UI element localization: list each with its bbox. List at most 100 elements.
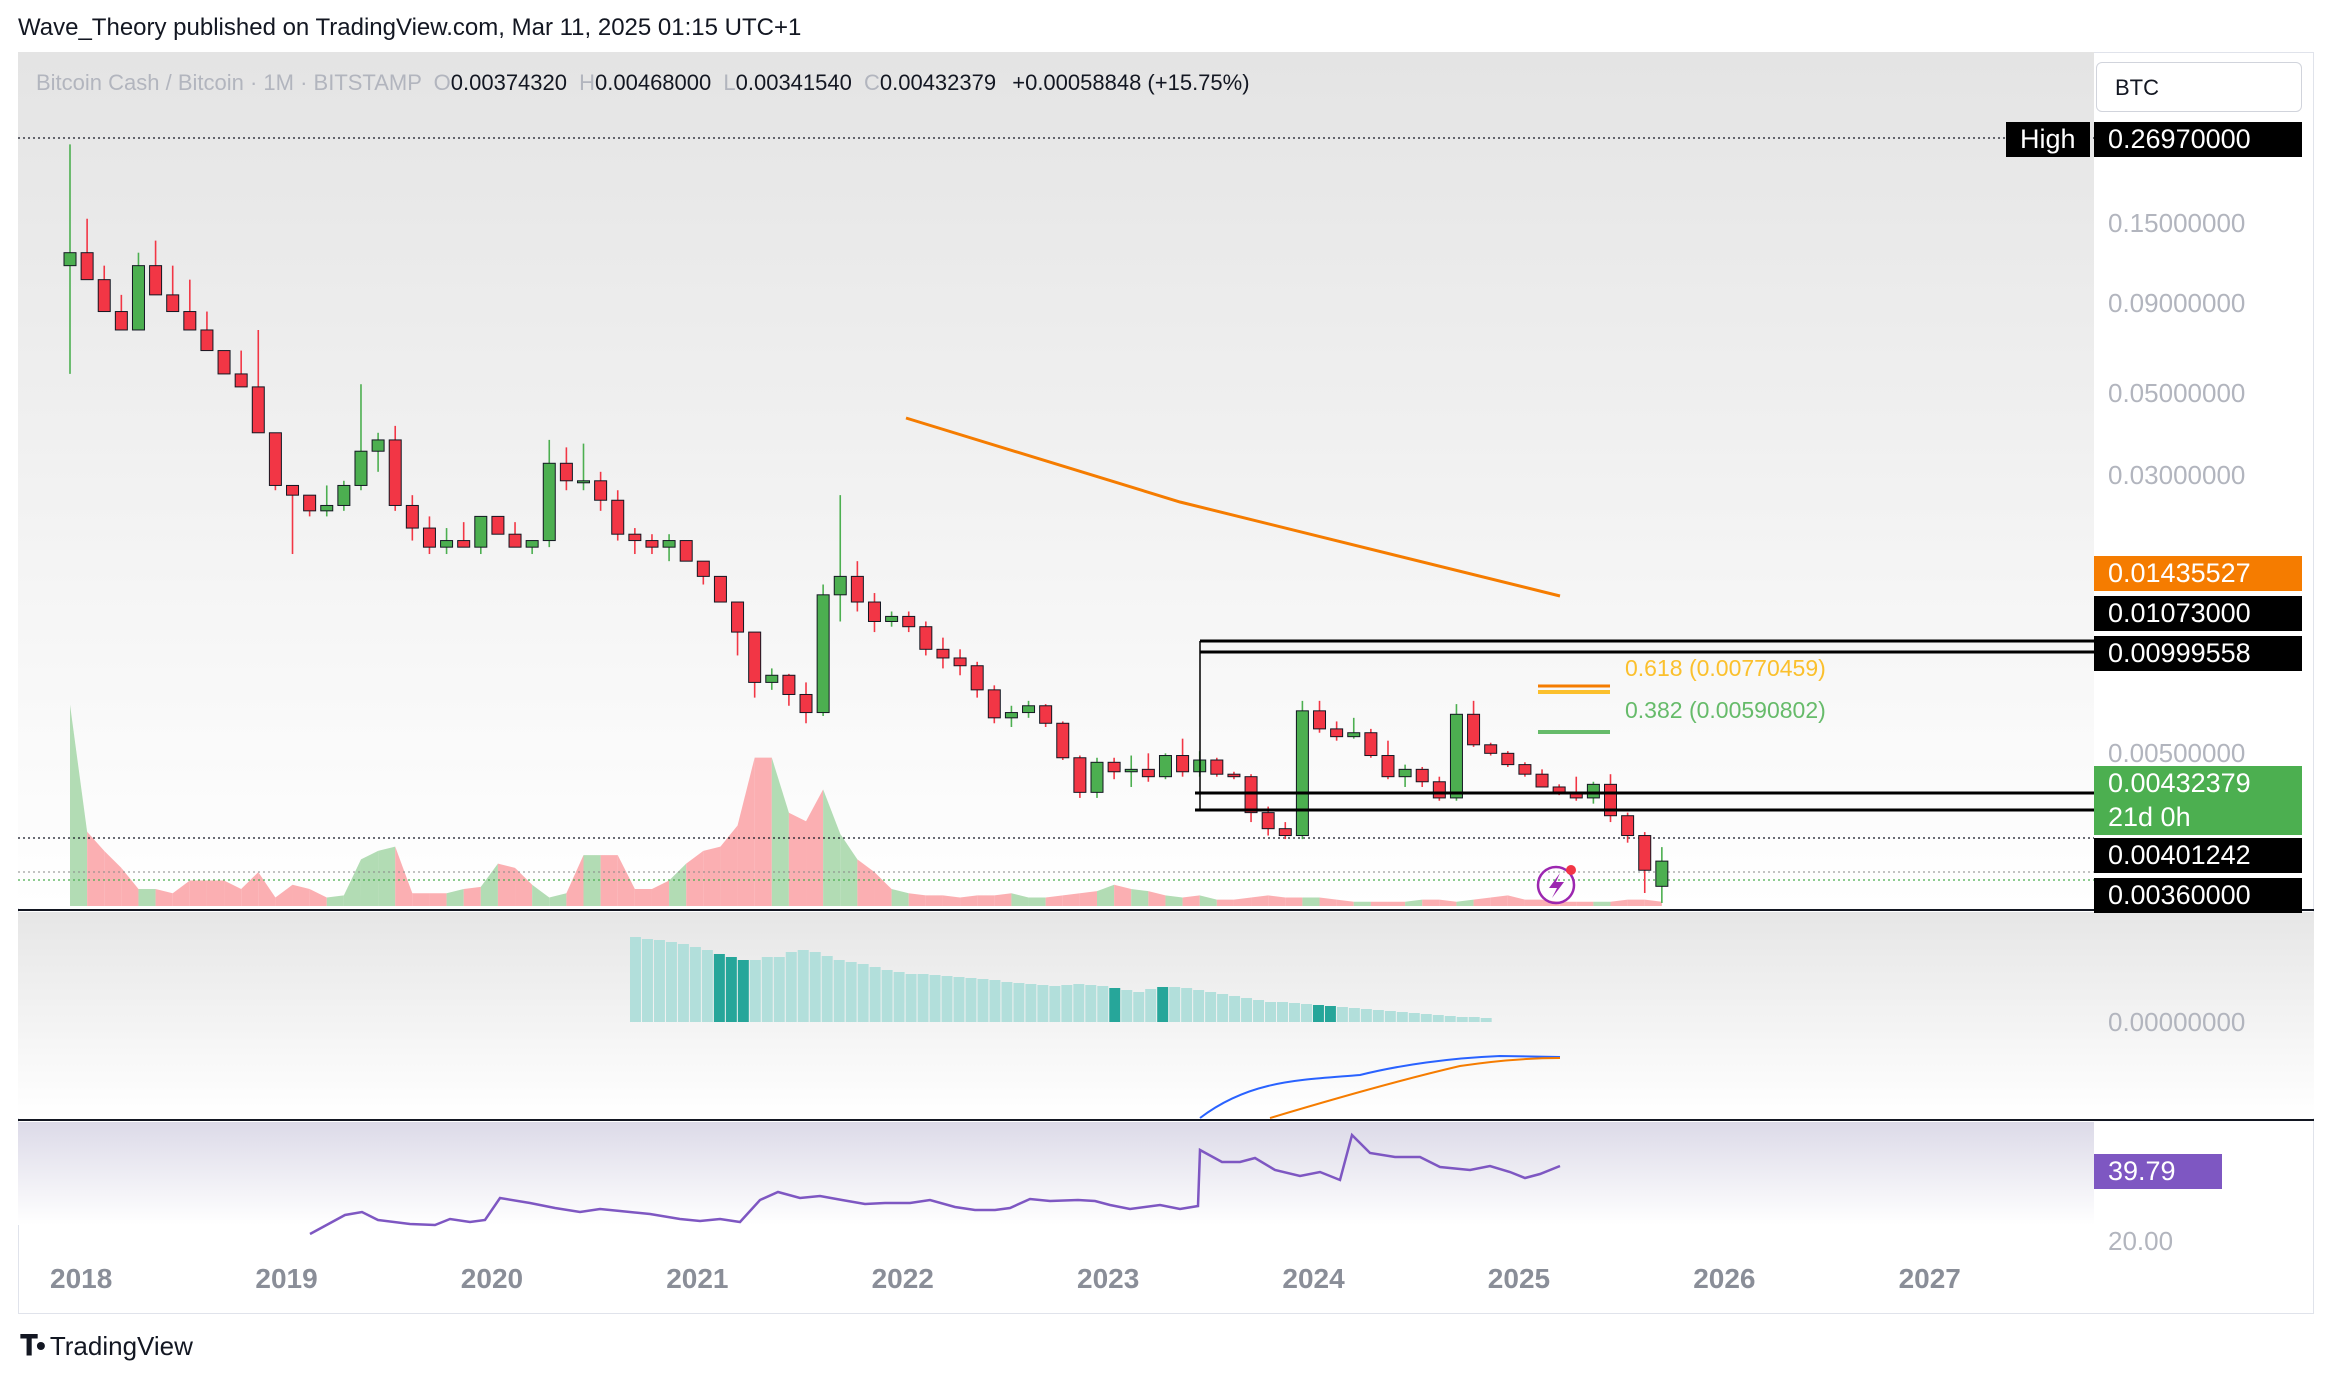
volume-area-segment [1405, 899, 1423, 906]
volume-area-segment [925, 895, 943, 906]
candle-body [713, 575, 727, 603]
author-line: Wave_Theory published on TradingView.com… [18, 14, 802, 41]
candle-body [559, 462, 573, 482]
candle-body [217, 350, 231, 375]
macd-histogram-bar [1241, 998, 1253, 1022]
lightning-bolt-icon [1549, 873, 1564, 898]
volume-area-segment [1233, 897, 1252, 906]
volume-area-segment [1524, 899, 1543, 906]
macd-histogram-bar [1288, 1003, 1300, 1022]
volume-area-segment [446, 889, 464, 906]
macd-histogram-bar [630, 937, 641, 1022]
alert-dot-icon [1566, 865, 1576, 875]
macd-histogram-bar [1145, 989, 1157, 1022]
candle-body [1244, 776, 1258, 814]
candle-body [388, 439, 402, 506]
macd-histogram-bar [749, 960, 761, 1022]
currency-selector[interactable]: BTC [2096, 62, 2302, 112]
volume-area-segment [1148, 891, 1166, 906]
volume-area-segment [292, 884, 310, 906]
candle-body [833, 575, 847, 596]
candle-body [131, 265, 145, 331]
resistance-top-tag: 0.01073000 [2094, 596, 2302, 631]
candle-body [1141, 768, 1155, 778]
volume-area-segment [172, 880, 190, 906]
volume-area-segment [583, 855, 601, 906]
macd-histogram-bar [857, 964, 869, 1022]
volume-area-segment [651, 880, 670, 906]
macd-histogram-bar [1456, 1017, 1468, 1022]
macd-histogram-bar [965, 978, 977, 1022]
candle-body [320, 504, 334, 512]
candle-body [1501, 752, 1515, 766]
main-pane-bg [18, 52, 2094, 908]
volume-area-segment [1045, 895, 1063, 906]
candle-body [987, 689, 1001, 719]
candle-body [816, 594, 830, 714]
candle-body [1518, 764, 1532, 775]
candle-body [268, 432, 282, 486]
candle-body [1090, 761, 1104, 793]
volume-area-segment [1387, 901, 1406, 906]
candle-body [782, 674, 796, 695]
macd-histogram-bar [677, 944, 689, 1022]
volume-area-segment [840, 833, 858, 906]
candle-body [902, 615, 916, 628]
volume-area-segment [857, 859, 875, 906]
volume-area-segment [1268, 895, 1286, 906]
macd-histogram-bar [737, 960, 749, 1022]
volume-area-segment [1644, 899, 1662, 906]
volume-area-segment [1182, 895, 1200, 906]
candle-body [1484, 744, 1498, 754]
volume-area-segment [806, 789, 824, 906]
macd-histogram-bar [1109, 988, 1121, 1022]
tradingview-logo[interactable]: 𝐓• TradingView [20, 1330, 193, 1363]
volume-area-segment [1285, 897, 1303, 906]
candle-body [662, 540, 676, 548]
volume-area-segment [412, 893, 430, 906]
volume-area-segment [1559, 901, 1577, 906]
candle-body [166, 294, 180, 313]
candle-body [577, 480, 590, 484]
macd-histogram-bar [1300, 1004, 1312, 1022]
candle-body [1655, 860, 1669, 887]
macd-histogram-bar [1049, 986, 1061, 1022]
macd-histogram-bar [1229, 996, 1241, 1022]
macd-histogram-bar [1037, 985, 1049, 1022]
fib-382-label: 0.382 (0.00590802) [1625, 697, 1826, 723]
macd-histogram-bar [1360, 1009, 1372, 1022]
volume-area-segment [1199, 895, 1217, 906]
candle-body [731, 601, 745, 633]
macd-histogram-bar [917, 974, 929, 1022]
volume-area-segment [189, 880, 207, 906]
symbol-label[interactable]: Bitcoin Cash / Bitcoin · 1M · BITSTAMP [36, 70, 422, 95]
candle-body [679, 540, 693, 562]
candle-body [1295, 710, 1309, 837]
countdown-tag: 21d 0h [2094, 800, 2302, 835]
candle-body [97, 279, 111, 313]
volume-area-segment [1097, 884, 1115, 906]
time-axis-label: 2025 [1488, 1263, 1550, 1294]
candle-body [286, 484, 300, 496]
open-value: 0.00374320 [450, 70, 567, 95]
candle-body [1586, 783, 1600, 799]
volume-area-segment [908, 893, 926, 906]
macd-histogram-bar [1157, 987, 1169, 1022]
candle-body [594, 480, 608, 501]
macd-histogram-bar [1193, 990, 1205, 1022]
macd-histogram-bar [1073, 984, 1085, 1022]
volume-area-segment [1251, 895, 1269, 906]
volume-area-segment [823, 789, 841, 906]
candle-body [457, 540, 471, 548]
candle-body [1004, 712, 1018, 719]
candle-body [405, 504, 419, 529]
time-axis-label: 2023 [1077, 1263, 1139, 1294]
candle-body [1535, 773, 1549, 788]
volume-area-segment [70, 704, 88, 906]
macd-histogram-bar [989, 980, 1001, 1022]
volume-area-segment [275, 884, 293, 906]
macd-histogram-bar [761, 957, 773, 1022]
volume-area-segment [1114, 884, 1132, 906]
candle-body [149, 265, 163, 296]
